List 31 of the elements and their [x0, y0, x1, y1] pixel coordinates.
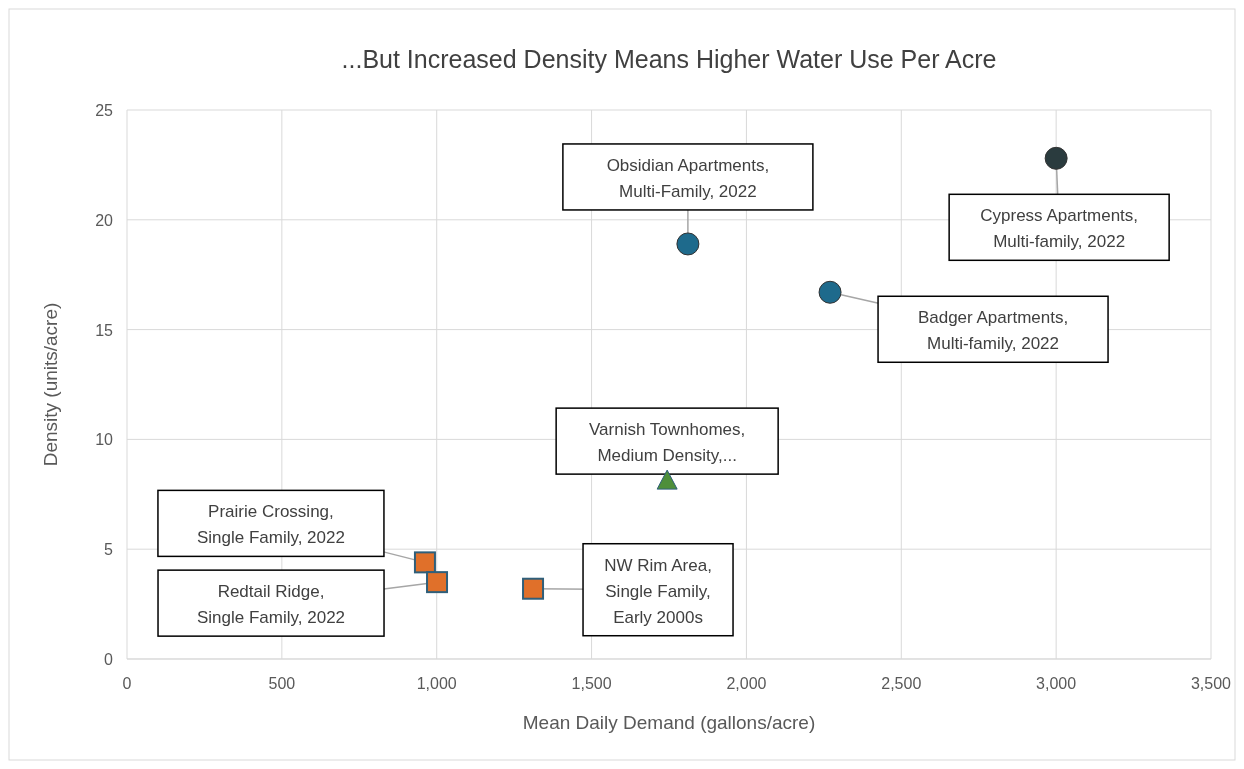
annotation: Varnish Townhomes, Medium Density,... [589, 420, 746, 466]
point [522, 577, 545, 600]
annotation: Obsidian Apartments, Multi-Family, 2022 [606, 155, 770, 201]
annotation: Badger Apartments, Multi-family, 2022 [917, 308, 1069, 354]
x-tick-label: 500 [268, 675, 296, 692]
x-tick-label: 0 [122, 675, 132, 692]
annotation: NW Rim Area, Single Family, Early 2000s [604, 555, 712, 627]
x-tick-label: 2,000 [726, 675, 767, 692]
x-tick-label: 3,000 [1036, 675, 1077, 692]
annotation: Cypress Apartments, Multi-family, 2022 [980, 206, 1139, 252]
y-tick-label: 10 [95, 431, 114, 449]
x-tick-label: 1,000 [416, 675, 457, 692]
chart-title: ...But Increased Density Means Higher Water Use Per Acre [341, 45, 997, 73]
annotation: Redtail Ridge, Single Family, 2022 [197, 582, 346, 628]
y-tick-label: 5 [104, 541, 114, 559]
y-tick-label: 25 [95, 102, 114, 119]
point [413, 551, 436, 574]
point [426, 571, 449, 594]
x-axis-title: Mean Daily Demand (gallons/acre) [522, 712, 816, 733]
y-tick-label: 15 [95, 321, 114, 339]
point [656, 469, 678, 490]
point [676, 232, 700, 256]
x-tick-label: 2,500 [881, 675, 922, 692]
x-tick-label: 3,500 [1190, 675, 1232, 692]
point [1044, 146, 1068, 170]
y-tick-label: 0 [104, 651, 114, 668]
point [818, 280, 842, 304]
y-tick-label: 20 [95, 211, 114, 229]
x-tick-label: 1,500 [571, 675, 612, 692]
y-axis-title: Density (units/acre) [40, 302, 61, 467]
annotation: Prairie Crossing, Single Family, 2022 [196, 502, 345, 548]
